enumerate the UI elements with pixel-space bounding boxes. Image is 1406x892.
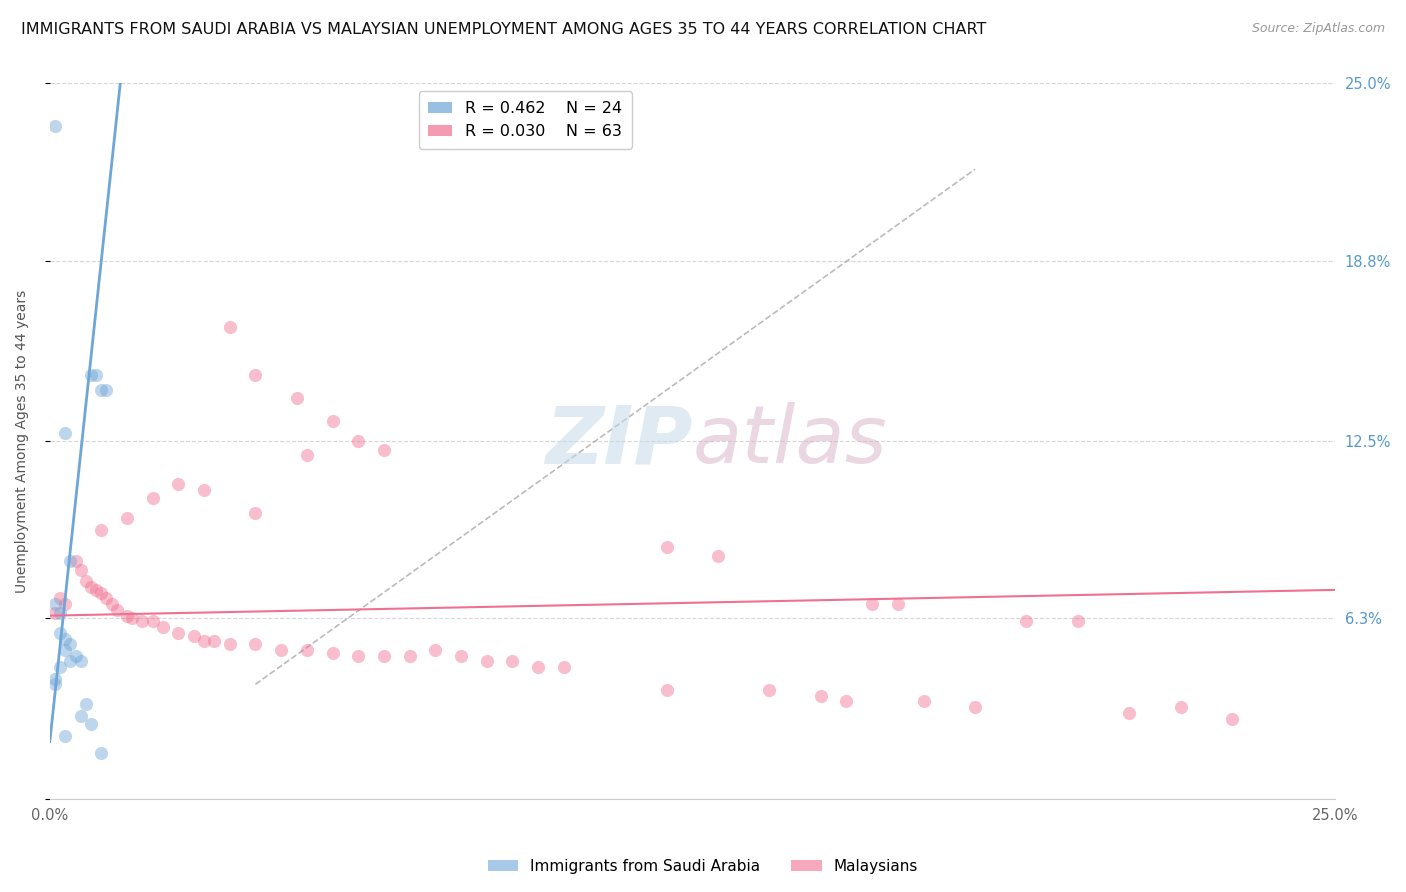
Legend: R = 0.462    N = 24, R = 0.030    N = 63: R = 0.462 N = 24, R = 0.030 N = 63 [419, 91, 631, 149]
Point [90, 383, 112, 397]
Point [131, 615, 153, 629]
Point [245, 637, 267, 651]
Point [53, 632, 76, 646]
Point [218, 319, 240, 334]
Point [167, 477, 190, 491]
Text: IMMIGRANTS FROM SAUDI ARABIA VS MALAYSIAN UNEMPLOYMENT AMONG AGES 35 TO 44 YEARS: IMMIGRANTS FROM SAUDI ARABIA VS MALAYSIA… [21, 22, 987, 37]
Point [1170, 700, 1192, 714]
Point [501, 654, 523, 668]
Point [655, 540, 678, 554]
Point [75, 574, 97, 589]
Point [59, 554, 82, 568]
Point [425, 643, 447, 657]
Point [245, 506, 267, 520]
Point [1015, 615, 1038, 629]
Point [167, 625, 190, 640]
Point [245, 368, 267, 383]
Point [475, 654, 498, 668]
Point [53, 597, 76, 611]
Point [1118, 706, 1140, 720]
Point [90, 746, 112, 760]
Point [373, 442, 395, 457]
Point [887, 597, 910, 611]
Point [44, 672, 66, 686]
Point [655, 683, 678, 698]
Point [121, 611, 143, 625]
Point [105, 603, 128, 617]
Point [322, 646, 344, 660]
Point [69, 654, 91, 668]
Point [59, 654, 82, 668]
Point [553, 660, 575, 674]
Point [69, 563, 91, 577]
Point [84, 582, 107, 597]
Point [90, 586, 112, 600]
Point [707, 549, 730, 563]
Point [285, 391, 308, 405]
Point [142, 615, 165, 629]
Point [53, 643, 76, 657]
Text: atlas: atlas [692, 402, 887, 480]
Point [347, 648, 370, 663]
Point [450, 648, 472, 663]
Point [100, 597, 122, 611]
Point [758, 683, 780, 698]
Point [322, 414, 344, 428]
Point [59, 637, 82, 651]
Point [75, 698, 97, 712]
Point [152, 620, 174, 634]
Point [202, 634, 225, 648]
Point [53, 729, 76, 743]
Point [527, 660, 550, 674]
Point [80, 717, 103, 731]
Point [218, 637, 240, 651]
Point [810, 689, 832, 703]
Point [860, 597, 883, 611]
Point [80, 368, 103, 383]
Point [835, 694, 858, 708]
Point [1067, 615, 1090, 629]
Point [193, 634, 215, 648]
Point [347, 434, 370, 449]
Point [270, 643, 292, 657]
Point [44, 120, 66, 134]
Point [1220, 712, 1243, 726]
Point [193, 483, 215, 497]
Point [373, 648, 395, 663]
Point [84, 368, 107, 383]
Point [49, 591, 72, 606]
Point [96, 591, 118, 606]
Point [183, 629, 205, 643]
Point [44, 677, 66, 691]
Point [912, 694, 935, 708]
Point [69, 708, 91, 723]
Point [398, 648, 420, 663]
Text: Source: ZipAtlas.com: Source: ZipAtlas.com [1251, 22, 1385, 36]
Point [49, 625, 72, 640]
Point [142, 491, 165, 506]
Point [295, 449, 318, 463]
Point [44, 597, 66, 611]
Point [96, 383, 118, 397]
Point [49, 660, 72, 674]
Point [80, 580, 103, 594]
Point [44, 606, 66, 620]
Point [115, 511, 138, 525]
Point [90, 523, 112, 537]
Text: ZIP: ZIP [546, 402, 692, 480]
Point [963, 700, 986, 714]
Point [295, 643, 318, 657]
Point [53, 425, 76, 440]
Point [115, 608, 138, 623]
Point [49, 606, 72, 620]
Point [65, 648, 87, 663]
Point [65, 554, 87, 568]
Y-axis label: Unemployment Among Ages 35 to 44 years: Unemployment Among Ages 35 to 44 years [15, 290, 30, 592]
Legend: Immigrants from Saudi Arabia, Malaysians: Immigrants from Saudi Arabia, Malaysians [482, 853, 924, 880]
